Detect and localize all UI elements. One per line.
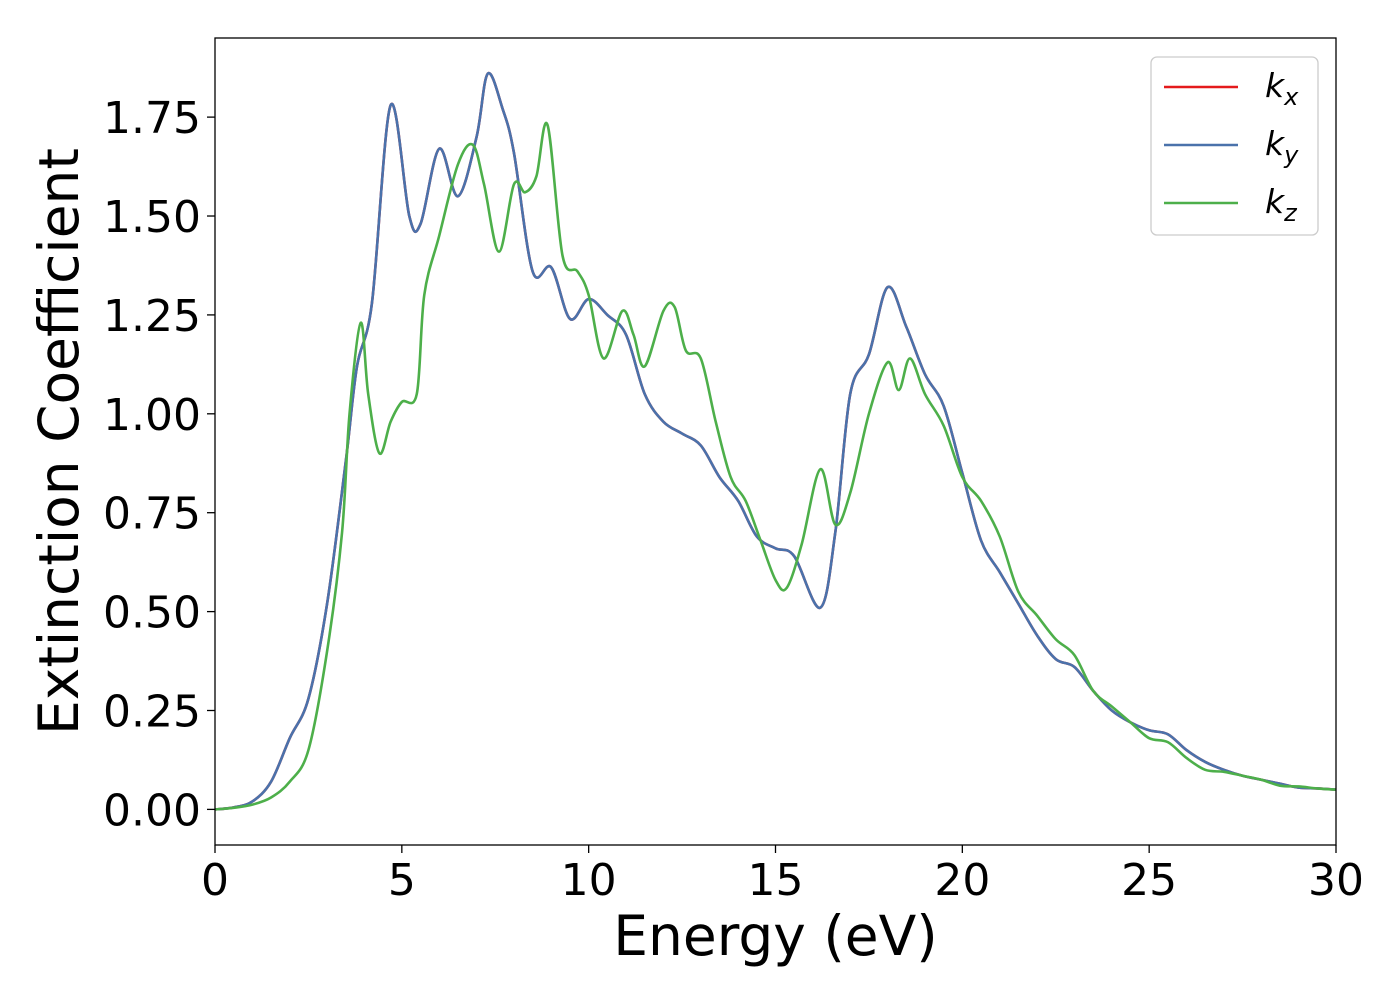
series-layer — [214, 71, 1337, 811]
legend-label-y: ky — [1265, 124, 1299, 169]
y-tick-label: 0.00 — [103, 785, 201, 836]
x-axis-label: Energy (eV) — [613, 904, 937, 968]
x-tick-label: 20 — [934, 855, 990, 906]
y-tick-label: 1.75 — [103, 93, 201, 144]
plot-frame — [214, 37, 1337, 846]
y-tick-label: 1.00 — [103, 390, 201, 441]
legend-label-base: k — [1265, 66, 1286, 105]
legend-label-x: kx — [1265, 66, 1299, 111]
y-tick-label: 0.50 — [103, 588, 201, 639]
tick-layer: 0 5 10 15 20 25 30 0.00 0.25 0.50 0.75 1.00 1.25 1.50… — [103, 93, 1364, 906]
legend-label-z: kz — [1265, 182, 1298, 227]
x-tick-label: 30 — [1308, 855, 1364, 906]
x-tick-label: 5 — [388, 855, 416, 906]
y-tick-label: 1.50 — [103, 192, 201, 243]
x-tick-label: 25 — [1121, 855, 1177, 906]
x-tick-label: 15 — [748, 855, 804, 906]
legend-label-base: k — [1265, 182, 1286, 221]
legend-label-subscript: z — [1283, 199, 1298, 227]
legend-label-subscript: x — [1283, 83, 1299, 111]
legend-label-subscript: y — [1283, 141, 1299, 169]
y-axis-label: Extinction Coefficient — [27, 148, 91, 735]
x-tick-label: 10 — [561, 855, 617, 906]
y-tick-label: 1.25 — [103, 291, 201, 342]
y-tick-label: 0.25 — [103, 687, 201, 738]
legend-label-base: k — [1265, 124, 1286, 163]
y-tick-label: 0.75 — [103, 489, 201, 540]
x-tick-label: 0 — [201, 855, 229, 906]
series-line-z — [214, 121, 1337, 811]
